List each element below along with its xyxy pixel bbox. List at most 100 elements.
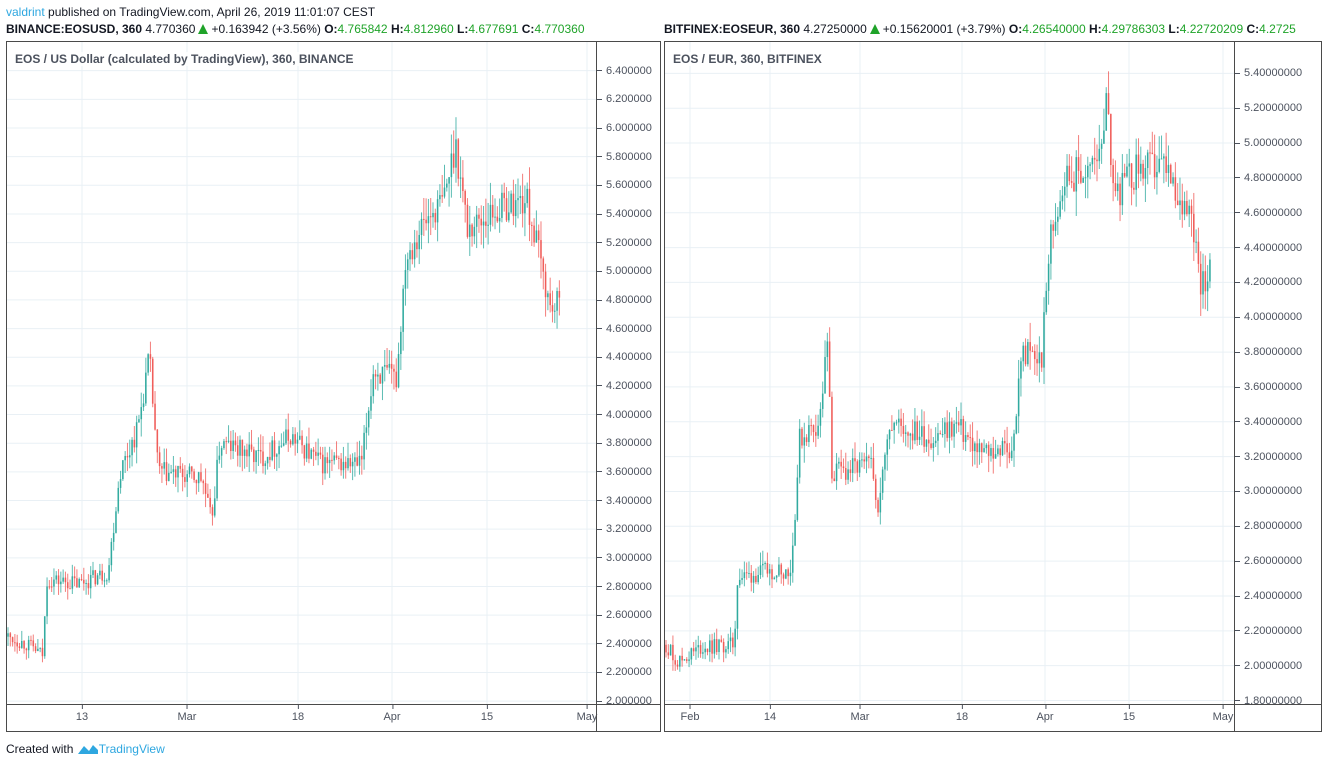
candle — [780, 562, 783, 584]
candle — [20, 630, 23, 649]
candle — [1165, 132, 1167, 182]
candle — [865, 442, 868, 474]
time-tick-label: Mar — [177, 705, 197, 723]
candle — [85, 579, 87, 595]
candle — [528, 167, 531, 242]
tradingview-link[interactable]: TradingView — [98, 742, 165, 756]
candle — [179, 457, 182, 473]
candle — [234, 432, 237, 452]
candle — [1107, 71, 1110, 115]
candlestick-chart[interactable] — [665, 42, 1234, 704]
close-value: 4.770360 — [534, 22, 585, 36]
candle — [253, 446, 255, 472]
candle — [423, 197, 425, 236]
plot-area[interactable]: EOS / US Dollar (calculated by TradingVi… — [7, 42, 596, 704]
price-tick-label: 5.200000 — [597, 237, 652, 249]
plot-area[interactable]: EOS / EUR, 360, BITFINEX — [665, 42, 1234, 704]
candle — [847, 461, 849, 485]
candle — [87, 574, 90, 595]
candle — [727, 633, 730, 654]
candle — [413, 229, 416, 268]
created-with-text: Created with — [6, 742, 74, 756]
candle — [1033, 344, 1036, 375]
candle — [1052, 220, 1055, 249]
price-tick-label: 4.800000 — [597, 294, 652, 306]
candle — [471, 223, 473, 247]
candle — [755, 568, 757, 585]
price-change: +0.15620001 (+3.79%) — [882, 22, 1006, 36]
candle — [145, 357, 147, 406]
candle — [994, 439, 997, 459]
candle — [1027, 338, 1029, 367]
price-tick-label: 5.800000 — [597, 151, 652, 163]
candle — [126, 442, 129, 472]
candle — [181, 463, 184, 492]
candle — [89, 566, 92, 599]
candle — [439, 184, 441, 207]
candle — [925, 439, 928, 452]
candlestick-chart[interactable] — [7, 42, 596, 704]
tradingview-logo-icon[interactable] — [77, 743, 99, 755]
candle — [551, 290, 554, 323]
candle — [983, 439, 985, 453]
candle — [190, 465, 193, 479]
candle — [452, 130, 455, 174]
candle — [55, 571, 58, 584]
candle — [1167, 145, 1170, 187]
candle — [246, 443, 248, 467]
price-tick-label: 2.80000000 — [1235, 520, 1302, 532]
time-axis[interactable]: 13 Mar 18 Apr 15 May — [7, 704, 597, 732]
candle — [383, 349, 386, 382]
candle — [101, 563, 103, 585]
candle — [344, 456, 347, 479]
candle — [1017, 359, 1020, 434]
candle — [459, 156, 462, 199]
chart-panel-eosusd[interactable]: EOS / US Dollar (calculated by TradingVi… — [6, 41, 661, 732]
candle — [32, 634, 35, 652]
candle — [1077, 135, 1080, 184]
candle — [741, 569, 743, 585]
candle — [775, 575, 778, 583]
price-axis[interactable]: 6.400000 6.200000 6.000000 5.800000 5.600000… — [596, 42, 661, 707]
candle — [533, 218, 535, 247]
candle — [92, 561, 94, 579]
candle — [455, 117, 457, 183]
candle — [517, 178, 519, 219]
candle — [927, 424, 930, 457]
candle — [688, 651, 690, 668]
symbol-label: BINANCE:EOSUSD, 360 — [6, 22, 143, 36]
candle — [294, 427, 296, 456]
candle — [331, 449, 333, 471]
candle — [209, 488, 211, 514]
price-tick-label: 5.400000 — [597, 208, 652, 220]
candle — [932, 437, 935, 462]
author-link[interactable]: valdrint — [6, 5, 45, 19]
axis-corner — [596, 704, 661, 732]
candle — [944, 417, 946, 448]
candle — [445, 178, 448, 192]
candle — [388, 350, 391, 374]
price-axis[interactable]: 5.40000000 5.20000000 5.00000000 4.80000000… — [1234, 42, 1322, 707]
candle — [941, 418, 944, 438]
price-tick-label: 5.40000000 — [1235, 67, 1302, 79]
candle — [969, 424, 972, 452]
time-axis[interactable]: Feb 14 Mar 18 Apr 15 May — [665, 704, 1234, 732]
time-tick-label: 15 — [480, 705, 494, 723]
candle — [112, 522, 115, 551]
chart-panel-eoseur[interactable]: EOS / EUR, 360, BITFINEX 5.40000000 5.200… — [664, 41, 1322, 732]
candle — [953, 420, 955, 448]
candle — [884, 452, 886, 481]
candle — [119, 470, 122, 494]
candle — [358, 440, 361, 475]
candle — [757, 566, 759, 585]
candle — [1015, 413, 1018, 435]
candle — [184, 465, 186, 488]
candle — [99, 563, 101, 580]
candle — [76, 569, 78, 588]
time-tick-label: 18 — [955, 705, 969, 723]
candle — [400, 326, 402, 370]
candle — [1004, 429, 1006, 455]
footer: Created with TradingView — [6, 742, 165, 756]
candle — [1100, 138, 1103, 164]
candle — [879, 477, 882, 525]
